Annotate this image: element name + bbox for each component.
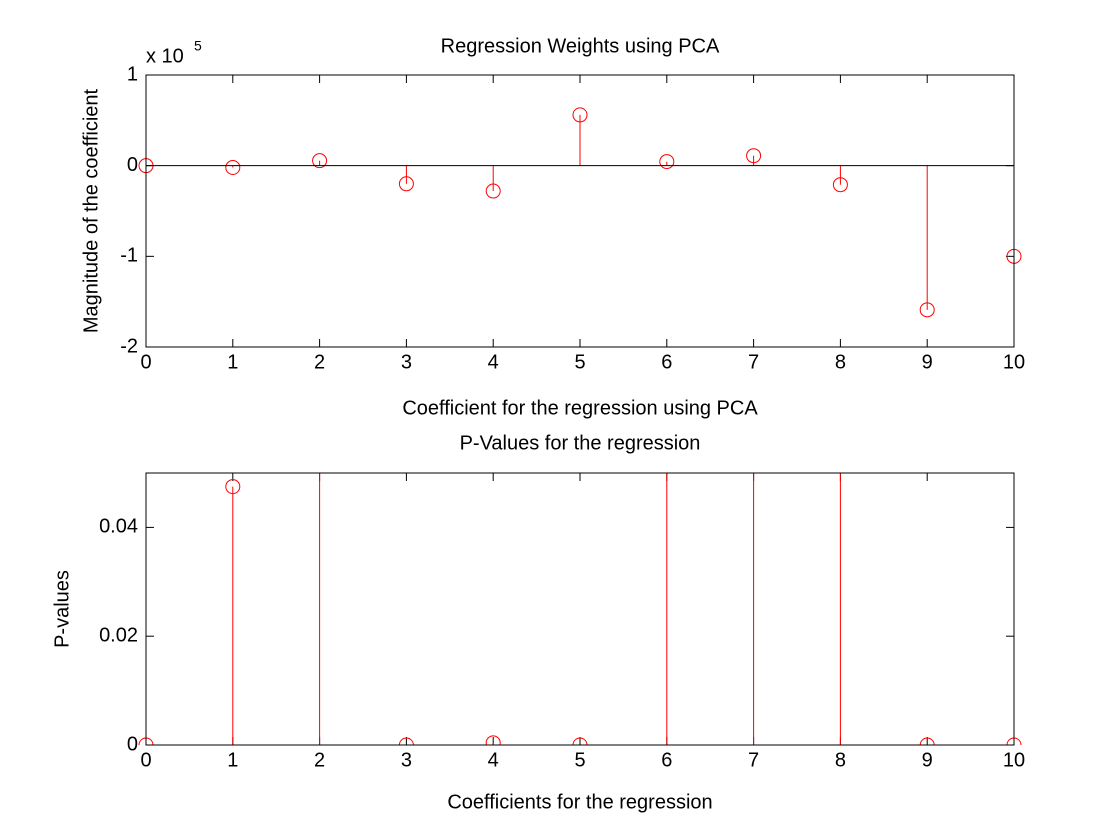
x-tick-label: 8 xyxy=(835,749,846,771)
x-tick-label: 6 xyxy=(661,749,672,771)
x-tick-label: 5 xyxy=(574,749,585,771)
x-axis-label: Coefficient for the regression using PCA xyxy=(402,397,758,419)
y-tick-label: -2 xyxy=(120,335,138,357)
stem-marker xyxy=(398,176,414,192)
y-scale-exponent: 5 xyxy=(194,38,202,54)
stem-marker xyxy=(485,735,501,745)
x-tick-label: 1 xyxy=(227,351,238,373)
x-tick-label: 9 xyxy=(922,749,933,771)
axes-box xyxy=(145,472,1015,746)
stem-marker xyxy=(919,737,935,745)
stem-marker xyxy=(919,302,935,318)
x-tick-label: 7 xyxy=(748,351,759,373)
y-scale-label: x 10 xyxy=(146,45,184,67)
y-axis-label: P-values xyxy=(51,570,73,648)
x-tick-label: 0 xyxy=(140,351,151,373)
chart-title: P-Values for the regression xyxy=(460,432,701,454)
stem-marker xyxy=(746,148,762,164)
x-tick-label: 1 xyxy=(227,749,238,771)
y-tick-label: 0 xyxy=(127,733,138,755)
y-tick-label: 1 xyxy=(127,63,138,85)
x-tick-label: 9 xyxy=(922,351,933,373)
stem-marker xyxy=(572,107,588,123)
x-tick-label: 2 xyxy=(314,351,325,373)
y-tick-label: 0.04 xyxy=(99,516,138,538)
x-tick-label: 0 xyxy=(140,749,151,771)
x-tick-label: 7 xyxy=(748,749,759,771)
x-tick-label: 4 xyxy=(488,749,499,771)
stem-marker xyxy=(225,479,241,495)
x-tick-label: 3 xyxy=(401,351,412,373)
axes-box xyxy=(145,74,1015,348)
x-tick-label: 10 xyxy=(1003,749,1025,771)
x-tick-label: 10 xyxy=(1003,351,1025,373)
x-tick-label: 3 xyxy=(401,749,412,771)
y-axis-label: Magnitude of the coefficient xyxy=(80,88,102,333)
subplot: Regression Weights using PCA Coefficient … xyxy=(80,35,1025,419)
stem-marker xyxy=(572,737,588,745)
x-tick-label: 4 xyxy=(488,351,499,373)
stem-marker xyxy=(312,153,328,169)
chart-title: Regression Weights using PCA xyxy=(441,35,720,57)
stem-marker xyxy=(485,183,501,199)
y-tick-label: -1 xyxy=(120,245,138,267)
stem-marker xyxy=(832,177,848,193)
stem-marker xyxy=(225,159,241,175)
x-tick-label: 5 xyxy=(574,351,585,373)
y-tick-label: 0.02 xyxy=(99,624,138,646)
x-axis-label: Coefficients for the regression xyxy=(447,791,712,813)
stem-marker xyxy=(659,154,675,170)
plot-area xyxy=(138,473,1022,745)
y-tick-label: 0 xyxy=(127,154,138,176)
stem-marker xyxy=(398,737,414,745)
x-tick-label: 2 xyxy=(314,749,325,771)
subplot: P-Values for the regression Coefficients … xyxy=(51,432,1025,813)
x-tick-label: 6 xyxy=(661,351,672,373)
x-tick-label: 8 xyxy=(835,351,846,373)
